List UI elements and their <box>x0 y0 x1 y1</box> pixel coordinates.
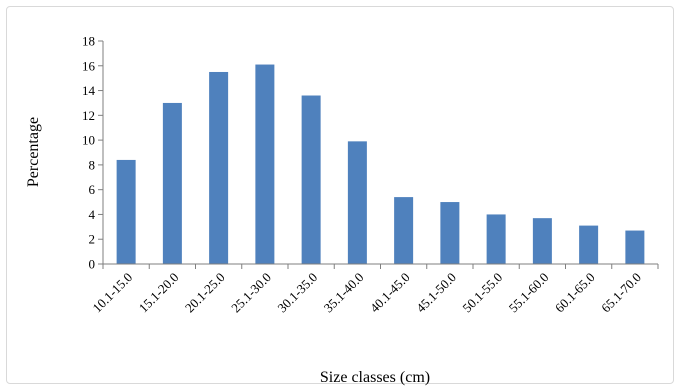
y-tick-label: 6 <box>89 182 96 197</box>
x-tick-label: 55.1-60.0 <box>506 270 552 316</box>
x-tick-label: 50.1-55.0 <box>459 270 505 316</box>
x-axis-title: Size classes (cm) <box>320 369 430 386</box>
y-tick-label: 10 <box>82 133 95 148</box>
x-tick-label: 20.1-25.0 <box>182 270 228 316</box>
bar-60.1-65.0 <box>579 225 599 264</box>
y-tick-label: 12 <box>82 108 95 123</box>
x-tick-label: 10.1-15.0 <box>89 270 135 316</box>
x-tick-label: 65.1-70.0 <box>598 270 644 316</box>
bar-65.1-70.0 <box>625 230 645 264</box>
y-tick-label: 0 <box>89 257 96 272</box>
y-tick-label: 14 <box>82 83 96 98</box>
bar-40.1-45.0 <box>394 197 414 264</box>
bar-10.1-15.0 <box>116 159 136 264</box>
y-axis-ticks: 0 2 4 6 8 10 12 14 16 18 <box>82 34 103 272</box>
x-tick-label: 45.1-50.0 <box>413 270 459 316</box>
y-tick-label: 8 <box>89 157 96 172</box>
bars <box>116 64 645 265</box>
y-tick-label: 2 <box>89 232 96 247</box>
y-axis-title: Percentage <box>25 117 42 187</box>
y-tick-label: 16 <box>82 58 96 73</box>
bar-50.1-55.0 <box>486 214 506 264</box>
y-tick-label: 18 <box>82 34 95 49</box>
x-tick-label: 60.1-65.0 <box>552 270 598 316</box>
bar-30.1-35.0 <box>301 95 321 264</box>
bar-20.1-25.0 <box>209 71 229 264</box>
x-tick-label: 35.1-40.0 <box>321 270 367 316</box>
x-tick-label: 30.1-35.0 <box>274 270 320 316</box>
y-tick-label: 4 <box>89 207 96 222</box>
x-axis-ticks: 10.1-15.0 15.1-20.0 20.1-25.0 25.1-30.0 30.1… <box>89 264 659 316</box>
bar-25.1-30.0 <box>255 64 275 265</box>
bar-45.1-50.0 <box>440 202 460 264</box>
bar-15.1-20.0 <box>162 102 182 264</box>
x-tick-label: 25.1-30.0 <box>228 270 274 316</box>
x-tick-label: 15.1-20.0 <box>136 270 182 316</box>
x-tick-label: 40.1-45.0 <box>367 270 413 316</box>
bar-55.1-60.0 <box>532 218 552 264</box>
bar-35.1-40.0 <box>347 141 367 264</box>
